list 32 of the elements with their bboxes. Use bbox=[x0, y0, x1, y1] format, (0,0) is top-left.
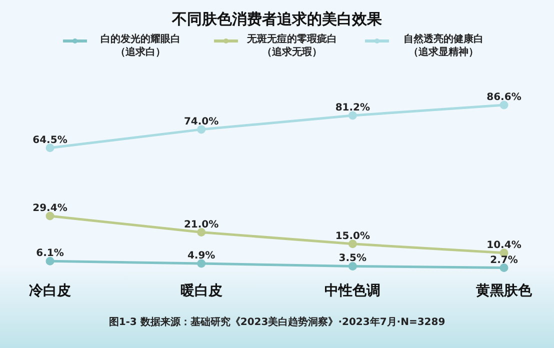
data-label: 3.5% bbox=[338, 253, 367, 264]
data-label: 29.4% bbox=[32, 202, 68, 214]
point bbox=[348, 240, 357, 248]
x-tick-label: 冷白皮 bbox=[29, 282, 71, 299]
chart-title: 不同肤色消费者追求的美白效果 bbox=[170, 10, 383, 29]
point bbox=[46, 256, 54, 266]
data-label: 86.6% bbox=[486, 92, 522, 103]
data-label: 15.0% bbox=[335, 230, 370, 242]
legend-label: 白的发光的耀眼白（追求白） bbox=[100, 33, 182, 59]
point bbox=[348, 262, 357, 270]
point bbox=[197, 125, 206, 134]
data-label: 21.0% bbox=[184, 219, 219, 230]
point bbox=[500, 264, 508, 272]
legend-label: 自然透亮的健康白（追求显精神） bbox=[402, 33, 484, 59]
x-tick-label: 暖白皮 bbox=[180, 282, 222, 299]
point bbox=[46, 144, 54, 152]
x-tick-label: 中性色调 bbox=[324, 282, 381, 299]
data-label: 81.2% bbox=[335, 102, 370, 114]
data-label: 74.0% bbox=[184, 116, 219, 128]
data-label: 6.1% bbox=[36, 248, 64, 260]
data-label: 4.9% bbox=[187, 250, 216, 262]
point bbox=[46, 212, 54, 220]
point bbox=[197, 228, 206, 237]
legend-label: 无斑无痘的零瑕疵白（追求无瑕） bbox=[246, 33, 338, 59]
point bbox=[348, 111, 357, 120]
caption: 图1-3 数据来源：基础研究《2023美白趋势洞察》·2023年7月·N=3289 bbox=[108, 315, 446, 329]
data-label: 10.4% bbox=[486, 240, 522, 251]
point bbox=[197, 259, 206, 268]
data-label: 2.7% bbox=[490, 254, 518, 266]
point bbox=[500, 100, 508, 110]
x-tick-label: 黄黑肤色 bbox=[475, 282, 533, 299]
data-label: 64.5% bbox=[32, 134, 68, 146]
